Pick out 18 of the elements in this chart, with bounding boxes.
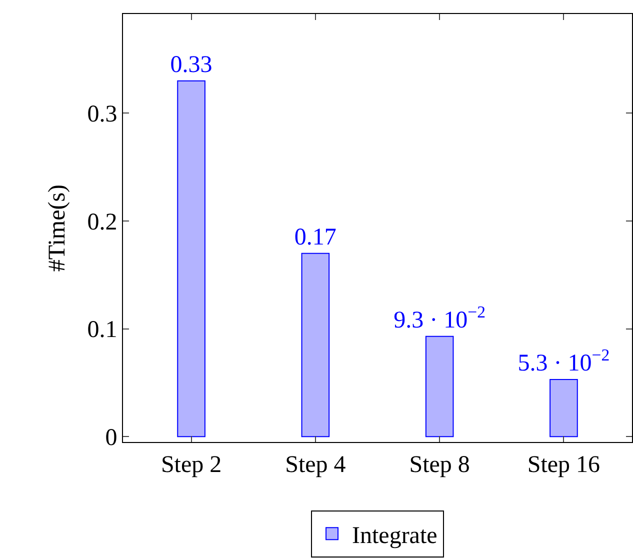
data-label: 0.33 xyxy=(170,52,212,78)
x-tick-label: Step 2 xyxy=(160,452,222,478)
legend-label: Integrate xyxy=(352,522,438,549)
bar xyxy=(550,378,578,438)
y-tick-label: 0.1 xyxy=(87,317,118,344)
y-tick-label: 0.2 xyxy=(87,209,118,236)
data-label: 0.17 xyxy=(294,224,336,250)
bar xyxy=(177,80,206,438)
y-tick-label: 0.3 xyxy=(87,102,118,128)
bar xyxy=(301,252,330,438)
x-tick-label: Step 8 xyxy=(409,452,470,478)
x-tick-label: Step 16 xyxy=(527,452,600,478)
y-axis-title: #Time(s) xyxy=(44,184,70,272)
y-tick-label: 0 xyxy=(105,425,118,452)
x-tick-label: Step 4 xyxy=(285,452,346,478)
bar xyxy=(425,336,454,438)
data-label: 5.3 · 10$^{−2}$ xyxy=(518,345,610,376)
data-label: 9.3 · 10$^{−2}$ xyxy=(394,302,486,334)
